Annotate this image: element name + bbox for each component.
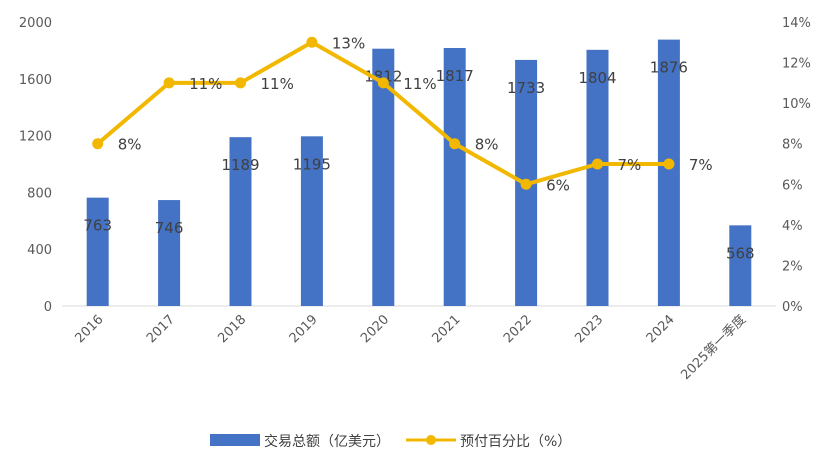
left-tick-label: 800	[27, 186, 52, 201]
line-value-label: 11%	[189, 75, 222, 93]
bar	[229, 137, 252, 306]
line-series	[92, 36, 675, 190]
line-point	[663, 158, 675, 170]
line-point	[592, 158, 603, 170]
line-value-label: 11%	[403, 75, 436, 93]
right-axis-ticks: 0% 2% 4% 6% 8% 10% 12% 14%	[782, 16, 811, 315]
bar	[372, 48, 395, 307]
right-tick-label: 2%	[782, 259, 803, 274]
bar	[729, 225, 752, 306]
legend: 交易总额（亿美元） 预付百分比（%）	[210, 433, 571, 450]
x-tick-label: 2020	[358, 312, 392, 346]
bar	[86, 197, 109, 306]
right-tick-label: 12%	[782, 57, 811, 72]
line-value-label: 8%	[475, 136, 499, 154]
bar-data-labels: 763 746 1189 1195 1812 1817 1733 1804 1876 568	[83, 59, 754, 263]
right-tick-label: 6%	[782, 178, 803, 193]
left-tick-label: 1600	[19, 73, 52, 88]
line-value-label: 6%	[546, 176, 570, 194]
right-tick-label: 0%	[782, 300, 803, 315]
line-point	[306, 36, 318, 48]
line-value-label: 7%	[689, 156, 713, 174]
line-point	[163, 77, 175, 89]
x-tick-label: 2021	[430, 312, 464, 346]
right-tick-label: 8%	[782, 138, 803, 153]
line-data-labels: 8% 11% 11% 13% 11% 8% 6% 7% 7%	[118, 34, 713, 194]
x-tick-label: 2023	[572, 312, 606, 346]
bar-value-label: 1733	[507, 79, 545, 97]
x-axis-ticks: 2016 2017 2018 2019 2020 2021 2022 2023 2024 2025…	[73, 312, 750, 383]
x-tick-label: 2019	[287, 312, 321, 346]
line-point	[235, 77, 246, 89]
bar-value-label: 1189	[221, 156, 259, 174]
right-tick-label: 14%	[782, 16, 811, 31]
bar-value-label: 746	[155, 219, 184, 237]
x-tick-label: 2017	[144, 312, 178, 346]
legend-bar-swatch	[210, 434, 260, 446]
legend-line-marker	[426, 435, 436, 445]
x-tick-label: 2024	[644, 312, 678, 346]
bar	[443, 47, 466, 307]
legend-line-label: 预付百分比（%）	[460, 434, 571, 450]
bar	[657, 39, 680, 306]
x-tick-label: 2022	[501, 312, 535, 346]
bar	[300, 136, 323, 306]
x-tick-label: 2016	[73, 312, 107, 346]
line-point	[377, 77, 389, 89]
line-value-label: 7%	[618, 156, 642, 174]
left-tick-label: 1200	[19, 130, 52, 145]
left-axis-ticks: 0 400 800 1200 1600 2000	[19, 16, 52, 315]
bar-value-label: 1876	[650, 59, 688, 77]
left-tick-label: 2000	[19, 16, 52, 31]
bar-value-label: 1817	[436, 67, 474, 85]
line-value-label: 13%	[332, 34, 365, 52]
bar	[158, 200, 181, 306]
left-tick-label: 400	[27, 243, 52, 258]
line-value-label: 8%	[118, 136, 142, 154]
line-point	[449, 138, 461, 150]
legend-bar-label: 交易总额（亿美元）	[264, 433, 390, 450]
right-tick-label: 4%	[782, 219, 803, 234]
right-tick-label: 10%	[782, 97, 811, 112]
line-point	[520, 178, 532, 190]
bar-value-label: 763	[83, 217, 112, 235]
bar-value-label: 1195	[293, 155, 331, 173]
left-tick-label: 0	[44, 300, 52, 315]
bar-value-label: 568	[726, 244, 755, 262]
x-tick-label: 2018	[215, 312, 249, 346]
bar	[586, 49, 609, 306]
line-point	[92, 138, 104, 150]
bar-value-label: 1804	[578, 69, 616, 87]
bar-value-label: 1812	[364, 68, 402, 86]
line-value-label: 11%	[261, 75, 294, 93]
x-tick-label: 2025第一季度	[678, 312, 749, 383]
